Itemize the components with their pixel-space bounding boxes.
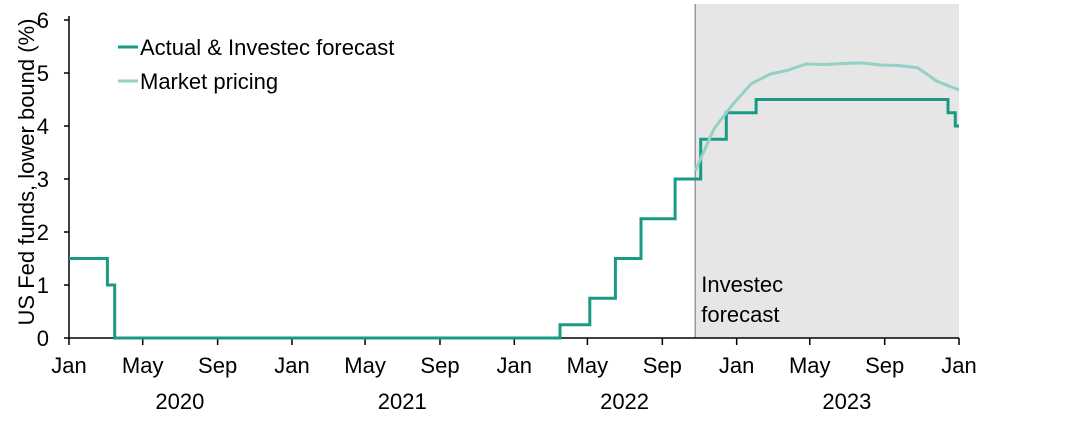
x-tick-label: Jan: [497, 353, 532, 378]
x-tick-label: May: [567, 353, 609, 378]
x-year-label: 2022: [600, 389, 649, 414]
x-tick-label: Jan: [941, 353, 976, 378]
x-year-label: 2020: [155, 389, 204, 414]
forecast-shaded-region: [695, 4, 959, 338]
y-tick-label: 6: [37, 8, 49, 33]
forecast-annotation-line: forecast: [701, 302, 779, 327]
x-tick-label: May: [344, 353, 386, 378]
x-tick-label: Jan: [51, 353, 86, 378]
series-line-market-pricing: [693, 61, 960, 172]
x-year-label: 2023: [822, 389, 871, 414]
x-tick-label: Sep: [198, 353, 237, 378]
x-tick-label: Jan: [719, 353, 754, 378]
y-tick-label: 2: [37, 220, 49, 245]
x-tick-label: Sep: [420, 353, 459, 378]
x-tick-label: Sep: [865, 353, 904, 378]
y-tick-label: 3: [37, 167, 49, 192]
forecast-annotation-line: Investec: [701, 272, 783, 297]
legend-label-market: Market pricing: [140, 69, 278, 94]
series-line-actual-forecast: [69, 98, 959, 340]
x-tick-label: Jan: [274, 353, 309, 378]
legend-label-actual: Actual & Investec forecast: [140, 35, 394, 60]
x-tick-label: May: [789, 353, 831, 378]
y-tick-label: 1: [37, 273, 49, 298]
y-axis-title: US Fed funds, lower bound (%): [14, 19, 39, 326]
x-tick-label: Sep: [643, 353, 682, 378]
x-year-label: 2021: [378, 389, 427, 414]
y-tick-label: 4: [37, 114, 49, 139]
y-tick-label: 0: [37, 326, 49, 351]
legend: Actual & Investec forecast Market pricin…: [118, 35, 394, 94]
y-tick-label: 5: [37, 61, 49, 86]
x-tick-label: May: [122, 353, 164, 378]
